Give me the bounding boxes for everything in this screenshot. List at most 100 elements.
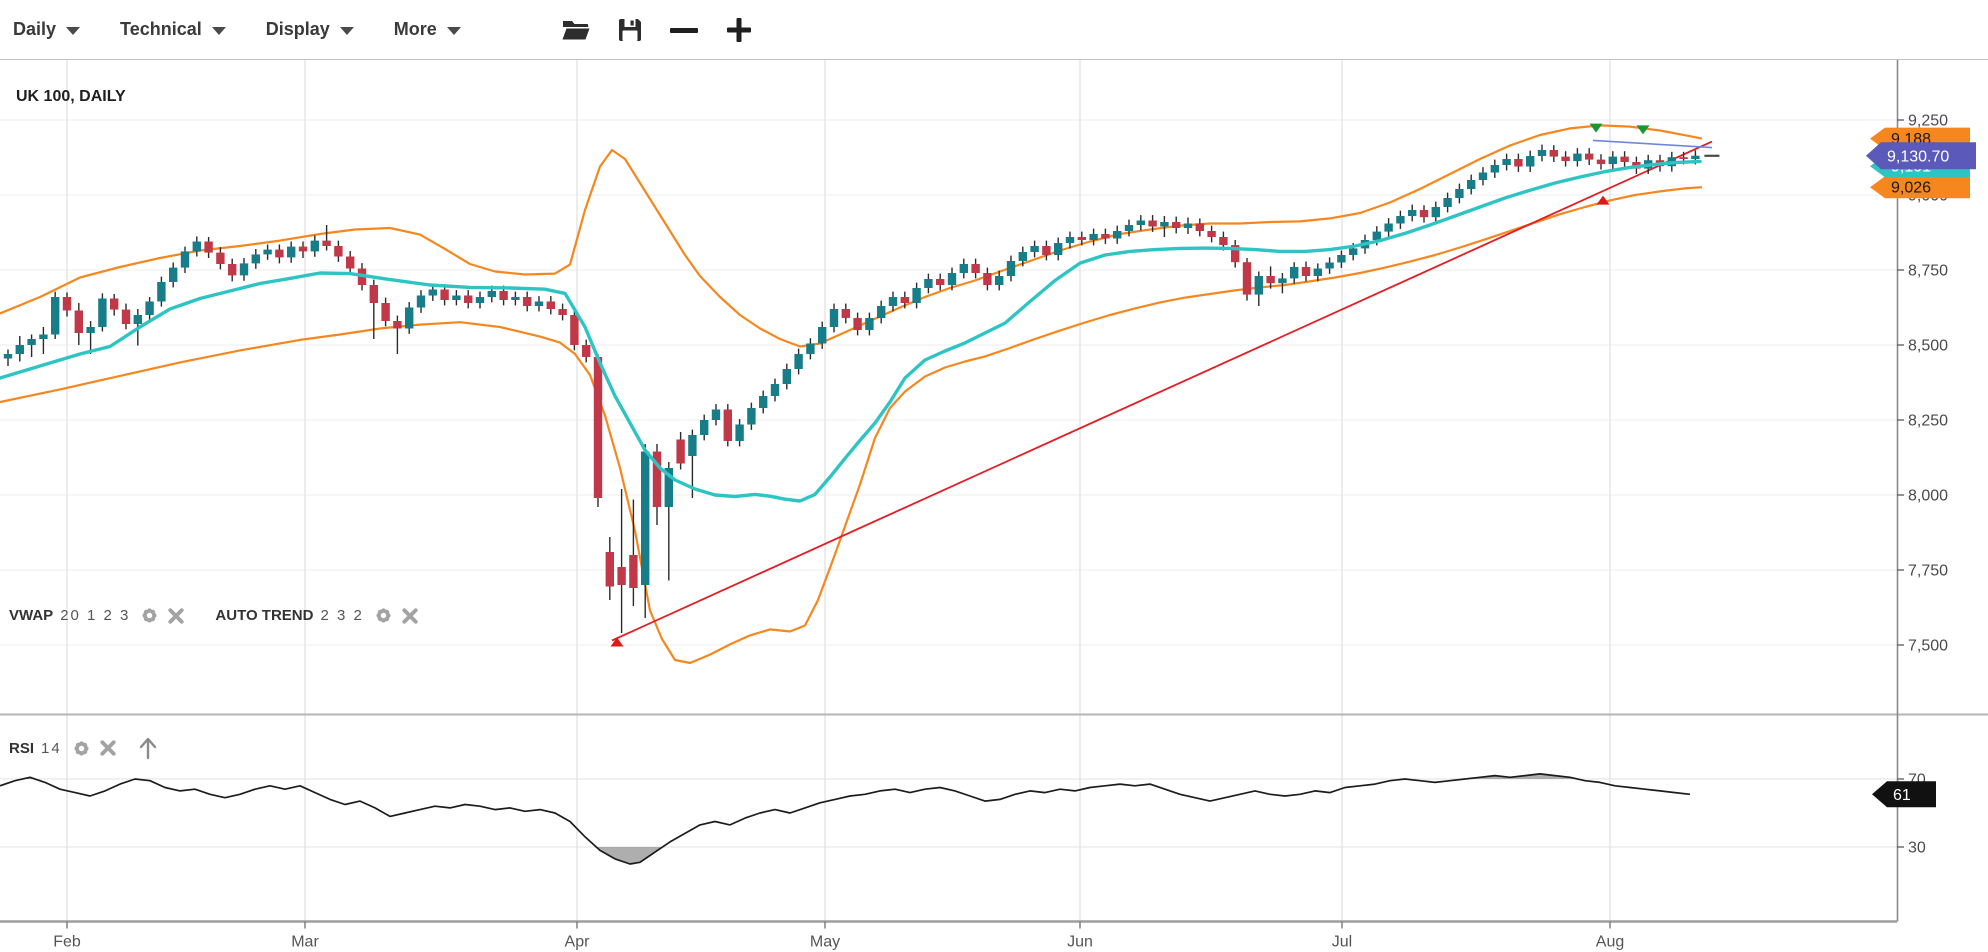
candle-body-down: [841, 309, 850, 318]
candle-body-up: [912, 288, 921, 303]
candle-body-up: [452, 295, 461, 300]
candle-body-up: [888, 297, 898, 306]
menu-display[interactable]: Display: [266, 19, 354, 40]
candle-body-down: [464, 295, 473, 303]
chart-title: UK 100, DAILY: [16, 88, 126, 105]
price-tick-label: 8,250: [1908, 413, 1948, 430]
candle-body-down: [936, 279, 945, 285]
candle-body-down: [629, 555, 638, 588]
candle-body-down: [228, 264, 237, 276]
candle-body-up: [1490, 165, 1499, 173]
candle-body-up: [711, 409, 721, 420]
candle-body-down: [1596, 159, 1606, 165]
candle-body-up: [98, 298, 107, 327]
menu-daily[interactable]: Daily: [13, 19, 81, 40]
sell-signal-triangle-icon: [1589, 123, 1603, 133]
candle-body-up: [641, 451, 650, 585]
candle-body-up: [51, 297, 60, 335]
candle-body-up: [1431, 207, 1440, 218]
auto-trend-indicator-label: AUTO TREND: [215, 607, 314, 624]
candle-body-up: [664, 468, 673, 507]
candle-body-up: [1372, 231, 1381, 240]
menu-daily-label: Daily: [13, 19, 57, 39]
candle-body-up: [133, 315, 142, 324]
candle-body-down: [900, 297, 909, 303]
vwap-indicator-label: VWAP: [9, 607, 54, 624]
menu-technical[interactable]: Technical: [120, 19, 226, 40]
last-price-badge: [1866, 142, 1976, 170]
price-tick-label: 9,250: [1908, 113, 1948, 130]
rsi-indicator-params: 14: [41, 739, 62, 757]
candle-body-up: [818, 327, 827, 344]
candle-body-up: [180, 251, 190, 268]
candle-body-up: [1278, 278, 1287, 284]
candle-body-down: [593, 357, 603, 498]
chevron-down-icon: [66, 26, 81, 35]
candle-body-up: [1526, 156, 1535, 167]
candle-body-down: [723, 409, 732, 441]
candle-body-up: [782, 369, 791, 384]
candle-body-up: [1537, 150, 1547, 156]
candle-body-up: [251, 254, 260, 264]
auto-trend-remove-icon[interactable]: [402, 607, 418, 624]
vwap-line: [0, 159, 1702, 503]
candle-body-down: [1585, 153, 1594, 160]
rsi-value-badge-label: 61: [1893, 787, 1911, 804]
candle-body-up: [15, 345, 24, 354]
candle-body-up: [1408, 210, 1417, 216]
candle-body-up: [1006, 261, 1016, 276]
candle-body-down: [204, 241, 213, 253]
candle-body-up: [1030, 246, 1039, 252]
candle-body-down: [971, 264, 980, 273]
candle-body-down: [605, 552, 614, 587]
time-tick-label: Apr: [565, 934, 591, 951]
rsi-move-up-icon[interactable]: [137, 736, 159, 760]
candle-body-up: [1290, 267, 1299, 279]
candle-body-down: [334, 246, 343, 257]
candle-body-down: [1042, 246, 1051, 255]
candle-body-up: [770, 384, 780, 396]
candle-body-up: [947, 273, 957, 285]
candle-body-up: [794, 354, 803, 369]
candle-body-up: [1160, 222, 1169, 227]
candle-body-down: [546, 301, 555, 309]
candle-body-up: [157, 282, 166, 302]
candle-body-up: [192, 241, 201, 252]
candle-body-up: [534, 301, 544, 306]
candle-body-down: [652, 451, 662, 507]
candle-body-down: [523, 297, 532, 306]
rsi-remove-icon[interactable]: [100, 740, 116, 756]
candle-body-up: [1183, 223, 1193, 228]
candle-body-up: [3, 354, 13, 359]
menu-more[interactable]: More: [394, 19, 461, 40]
vwap-remove-icon[interactable]: [168, 607, 185, 624]
candle-body-up: [1455, 189, 1464, 198]
candle-body-down: [1549, 150, 1558, 157]
menu-more-label: More: [393, 19, 437, 39]
candle-body-down: [617, 567, 626, 585]
rsi-indicator-label: RSI: [9, 739, 35, 757]
vwap-indicator-params: 20 1 2 3: [60, 607, 131, 624]
candle-body-up: [487, 291, 496, 297]
vwap-settings-gear-icon[interactable]: [140, 606, 159, 625]
zoom-out-icon[interactable]: [669, 17, 699, 43]
lower-band-price-badge: [1870, 176, 1970, 199]
candle-body-up: [475, 297, 485, 303]
zoom-in-icon[interactable]: [725, 16, 753, 44]
rsi-settings-gear-icon[interactable]: [72, 739, 91, 758]
candle-body-up: [1089, 234, 1098, 240]
save-icon[interactable]: [617, 17, 643, 43]
buy-signal-triangle-icon: [1596, 195, 1610, 205]
candle-body-down: [1077, 237, 1086, 240]
candle-body-down: [1101, 234, 1110, 239]
chevron-down-icon: [211, 26, 226, 35]
candle-body-up: [1691, 155, 1700, 159]
auto-trend-settings-gear-icon[interactable]: [374, 606, 393, 625]
open-folder-icon[interactable]: [561, 18, 591, 42]
candle-body-up: [1502, 159, 1511, 165]
candle-body-down: [499, 291, 508, 300]
candle-body-up: [1467, 180, 1476, 189]
candle-body-down: [983, 273, 992, 285]
candle-body-down: [558, 309, 567, 315]
